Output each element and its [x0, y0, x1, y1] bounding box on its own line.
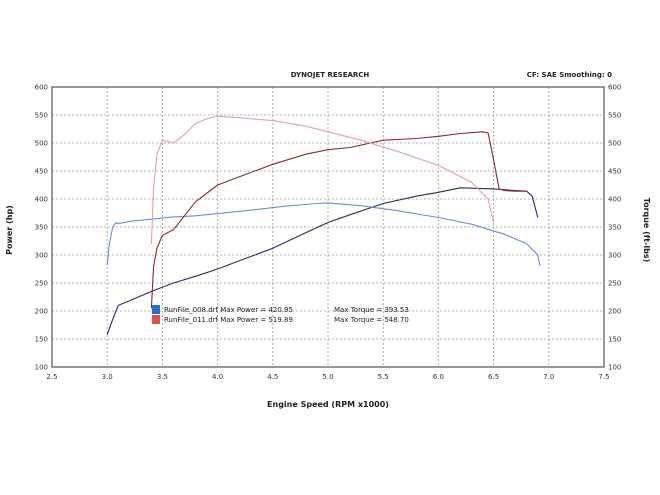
x-tick-label: 7.5: [598, 373, 609, 381]
y-tick-label-left: 600: [35, 84, 48, 92]
legend-entry-power: RunFile_008.drf Max Power = 420.95: [164, 306, 293, 314]
legend-entry-torque: Max Torque = 548.70: [334, 316, 409, 324]
y-tick-label-left: 550: [35, 112, 48, 120]
x-tick-label: 3.5: [157, 373, 168, 381]
y-tick-label-left: 100: [35, 364, 48, 372]
y-tick-label-right: 600: [608, 84, 621, 92]
y-tick-label-right: 300: [608, 252, 621, 260]
x-tick-label: 5.0: [322, 373, 333, 381]
legend-swatch-red: [152, 315, 160, 324]
legend-swatch-blue: [152, 305, 160, 314]
chart-title: DYNOJET RESEARCH: [291, 71, 370, 79]
legend-entry-torque: Max Torque = 393.53: [334, 306, 409, 314]
chart-header-right: CF: SAE Smoothing: 0: [527, 71, 612, 79]
y-axis-right-label: Torque (ft-lbs): [642, 198, 651, 263]
x-tick-label: 7.0: [543, 373, 554, 381]
series-line-1: [106, 187, 539, 335]
y-tick-label-left: 400: [35, 196, 48, 204]
x-tick-label: 5.5: [378, 373, 389, 381]
x-tick-label: 6.0: [433, 373, 444, 381]
x-tick-label: 2.5: [46, 373, 57, 381]
y-tick-label-right: 250: [608, 280, 621, 288]
x-tick-label: 6.5: [488, 373, 499, 381]
y-tick-label-right: 200: [608, 308, 621, 316]
y-axis-left-label: Power (hp): [5, 205, 14, 255]
y-tick-label-right: 100: [608, 364, 621, 372]
plot-frame: [51, 86, 605, 368]
y-tick-label-right: 350: [608, 224, 621, 232]
y-tick-label-left: 300: [35, 252, 48, 260]
y-tick-label-left: 350: [35, 224, 48, 232]
y-tick-label-left: 450: [35, 168, 48, 176]
y-tick-label-right: 550: [608, 112, 621, 120]
legend-entry-power: RunFile_011.drf Max Power = 519.89: [164, 316, 293, 324]
series-line-3: [150, 131, 527, 309]
x-tick-label: 4.5: [267, 373, 278, 381]
x-tick-label: 3.0: [102, 373, 113, 381]
y-tick-label-left: 500: [35, 140, 48, 148]
y-tick-label-right: 400: [608, 196, 621, 204]
y-tick-label-left: 200: [35, 308, 48, 316]
y-tick-label-left: 150: [35, 336, 48, 344]
y-tick-label-left: 250: [35, 280, 48, 288]
x-axis-label: Engine Speed (RPM x1000): [267, 400, 389, 409]
x-tick-label: 4.0: [212, 373, 223, 381]
y-tick-label-right: 500: [608, 140, 621, 148]
y-tick-label-right: 150: [608, 336, 621, 344]
series-line-2: [106, 202, 541, 267]
y-tick-label-right: 450: [608, 168, 621, 176]
series-line-4: [150, 115, 495, 244]
